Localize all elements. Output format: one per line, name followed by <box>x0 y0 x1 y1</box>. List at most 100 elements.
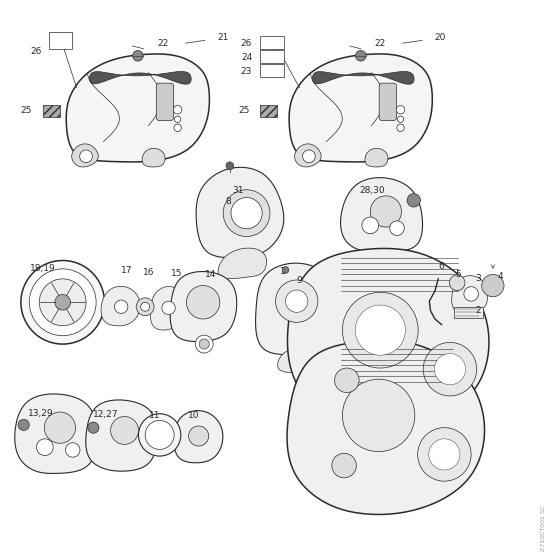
Circle shape <box>418 428 471 481</box>
Circle shape <box>449 275 465 291</box>
Circle shape <box>335 368 359 393</box>
Polygon shape <box>196 167 284 258</box>
Text: 1: 1 <box>280 267 286 276</box>
Text: 15: 15 <box>171 269 183 278</box>
Circle shape <box>429 439 460 470</box>
Circle shape <box>55 295 71 310</box>
Circle shape <box>342 379 415 451</box>
Text: 6: 6 <box>438 262 445 270</box>
Circle shape <box>276 280 318 323</box>
Polygon shape <box>101 286 140 326</box>
Polygon shape <box>295 144 321 167</box>
Text: 5: 5 <box>455 270 461 279</box>
Text: 24: 24 <box>241 53 252 62</box>
Polygon shape <box>365 148 388 167</box>
Text: 26: 26 <box>30 47 41 56</box>
Text: 10: 10 <box>188 411 199 420</box>
Text: 8: 8 <box>226 198 232 207</box>
Circle shape <box>397 124 404 132</box>
Circle shape <box>174 105 182 114</box>
Text: 17: 17 <box>121 266 133 275</box>
Polygon shape <box>287 341 484 515</box>
Polygon shape <box>312 72 414 84</box>
Text: 25: 25 <box>21 105 32 115</box>
Polygon shape <box>289 54 432 162</box>
Circle shape <box>362 217 379 234</box>
Polygon shape <box>72 144 99 167</box>
Bar <box>260 105 277 117</box>
Circle shape <box>302 150 315 163</box>
FancyBboxPatch shape <box>379 83 396 120</box>
Circle shape <box>355 305 405 355</box>
Text: 28,30: 28,30 <box>359 186 385 195</box>
Circle shape <box>286 290 308 312</box>
Circle shape <box>141 302 150 311</box>
Polygon shape <box>142 148 165 167</box>
Circle shape <box>162 301 175 315</box>
Bar <box>260 50 284 63</box>
Circle shape <box>138 414 181 456</box>
Circle shape <box>407 194 421 207</box>
Polygon shape <box>174 410 223 463</box>
Circle shape <box>396 105 405 114</box>
Circle shape <box>482 274 504 297</box>
Circle shape <box>435 353 465 385</box>
Text: 13,29: 13,29 <box>27 409 53 418</box>
Text: 23: 23 <box>241 67 252 76</box>
Circle shape <box>80 150 92 163</box>
Circle shape <box>111 417 138 445</box>
FancyBboxPatch shape <box>156 83 174 120</box>
Circle shape <box>231 198 262 228</box>
Text: Z710CT001 SC: Z710CT001 SC <box>540 505 545 551</box>
Text: 20: 20 <box>435 33 446 42</box>
Polygon shape <box>150 287 185 330</box>
Circle shape <box>66 443 80 457</box>
Text: 14: 14 <box>204 270 216 279</box>
Circle shape <box>136 298 154 316</box>
Polygon shape <box>15 394 97 473</box>
Text: 18,19: 18,19 <box>30 264 56 273</box>
Circle shape <box>114 300 128 314</box>
Circle shape <box>199 339 209 349</box>
Bar <box>49 32 72 49</box>
Circle shape <box>174 124 181 132</box>
Text: 16: 16 <box>143 268 155 277</box>
Bar <box>454 307 483 318</box>
Polygon shape <box>66 54 209 162</box>
Text: 22: 22 <box>157 39 169 48</box>
Circle shape <box>342 292 418 368</box>
Text: 25: 25 <box>238 105 249 115</box>
Circle shape <box>21 260 105 344</box>
Bar <box>260 64 284 77</box>
Bar <box>260 36 284 49</box>
Circle shape <box>226 162 234 170</box>
Circle shape <box>29 269 96 336</box>
Circle shape <box>186 286 220 319</box>
Circle shape <box>36 439 53 455</box>
Text: 2: 2 <box>475 306 480 315</box>
Polygon shape <box>218 248 267 279</box>
Text: 4: 4 <box>497 272 503 281</box>
Circle shape <box>332 453 356 478</box>
Circle shape <box>88 422 99 433</box>
Polygon shape <box>90 72 191 84</box>
Bar <box>43 105 60 117</box>
Text: 9: 9 <box>297 276 302 284</box>
Text: 7: 7 <box>383 320 389 329</box>
Circle shape <box>195 335 213 353</box>
Circle shape <box>464 287 478 301</box>
Text: 12,27: 12,27 <box>94 410 119 419</box>
Text: 11: 11 <box>149 411 160 420</box>
Circle shape <box>133 50 143 61</box>
Polygon shape <box>255 263 336 354</box>
Circle shape <box>145 421 174 449</box>
Circle shape <box>223 190 270 236</box>
Text: 22: 22 <box>375 39 386 48</box>
Circle shape <box>174 116 181 123</box>
Circle shape <box>423 342 477 396</box>
Text: 31: 31 <box>232 186 244 195</box>
Polygon shape <box>287 249 489 428</box>
Circle shape <box>18 419 29 431</box>
Text: 3: 3 <box>475 274 480 283</box>
Text: 26: 26 <box>241 39 252 48</box>
